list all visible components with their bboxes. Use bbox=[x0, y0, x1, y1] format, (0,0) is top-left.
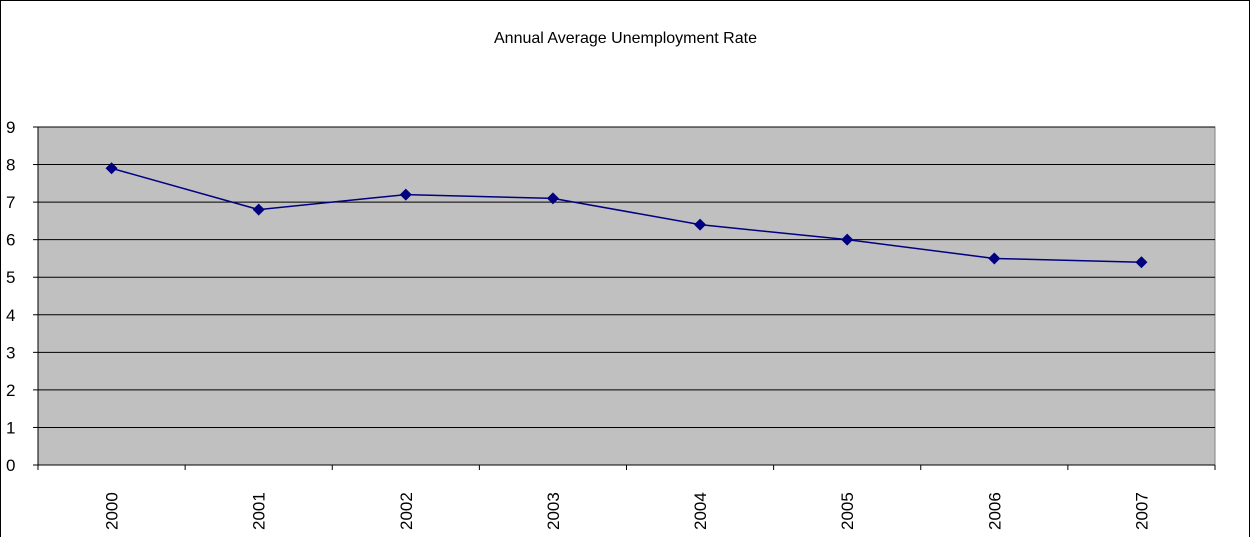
y-tick-label: 7 bbox=[6, 193, 15, 212]
data-point-marker bbox=[841, 233, 854, 246]
x-tick-label: 2000 bbox=[103, 492, 122, 530]
x-tick-labels: 2000 2001 2002 2003 2004 2005 2006 2007 bbox=[103, 492, 1152, 530]
y-tick-label: 0 bbox=[6, 456, 15, 475]
x-tick-label: 2005 bbox=[838, 492, 857, 530]
y-tick-label: 5 bbox=[6, 268, 15, 287]
y-tick-label: 6 bbox=[6, 231, 15, 250]
axes bbox=[33, 126, 1216, 470]
x-tick-label: 2001 bbox=[250, 492, 269, 530]
plot-area bbox=[37, 126, 1216, 466]
x-tick-label: 2007 bbox=[1132, 492, 1151, 530]
data-point-marker bbox=[546, 192, 559, 205]
x-tick-label: 2006 bbox=[985, 492, 1004, 530]
data-point-marker bbox=[399, 188, 412, 201]
series-group bbox=[105, 162, 1148, 269]
x-tick-label: 2003 bbox=[544, 492, 563, 530]
data-point-marker bbox=[694, 218, 707, 231]
x-tick-label: 2002 bbox=[397, 492, 416, 530]
data-point-marker bbox=[105, 162, 118, 175]
chart-title: Annual Average Unemployment Rate bbox=[494, 30, 757, 47]
y-tick-label: 8 bbox=[6, 156, 15, 175]
y-tick-label: 9 bbox=[6, 118, 15, 137]
data-point-marker bbox=[252, 203, 265, 216]
data-point-marker bbox=[988, 252, 1001, 265]
y-tick-label: 2 bbox=[6, 381, 15, 400]
series-line bbox=[111, 167, 1142, 263]
data-point-marker bbox=[1135, 256, 1148, 269]
y-tick-label: 1 bbox=[6, 418, 15, 437]
x-tick-label: 2004 bbox=[691, 492, 710, 530]
y-tick-label: 4 bbox=[6, 306, 15, 325]
y-tick-labels: 0 1 2 3 4 5 6 7 8 9 bbox=[6, 118, 15, 475]
grid-lines bbox=[38, 126, 1215, 428]
y-tick-label: 3 bbox=[6, 343, 15, 362]
